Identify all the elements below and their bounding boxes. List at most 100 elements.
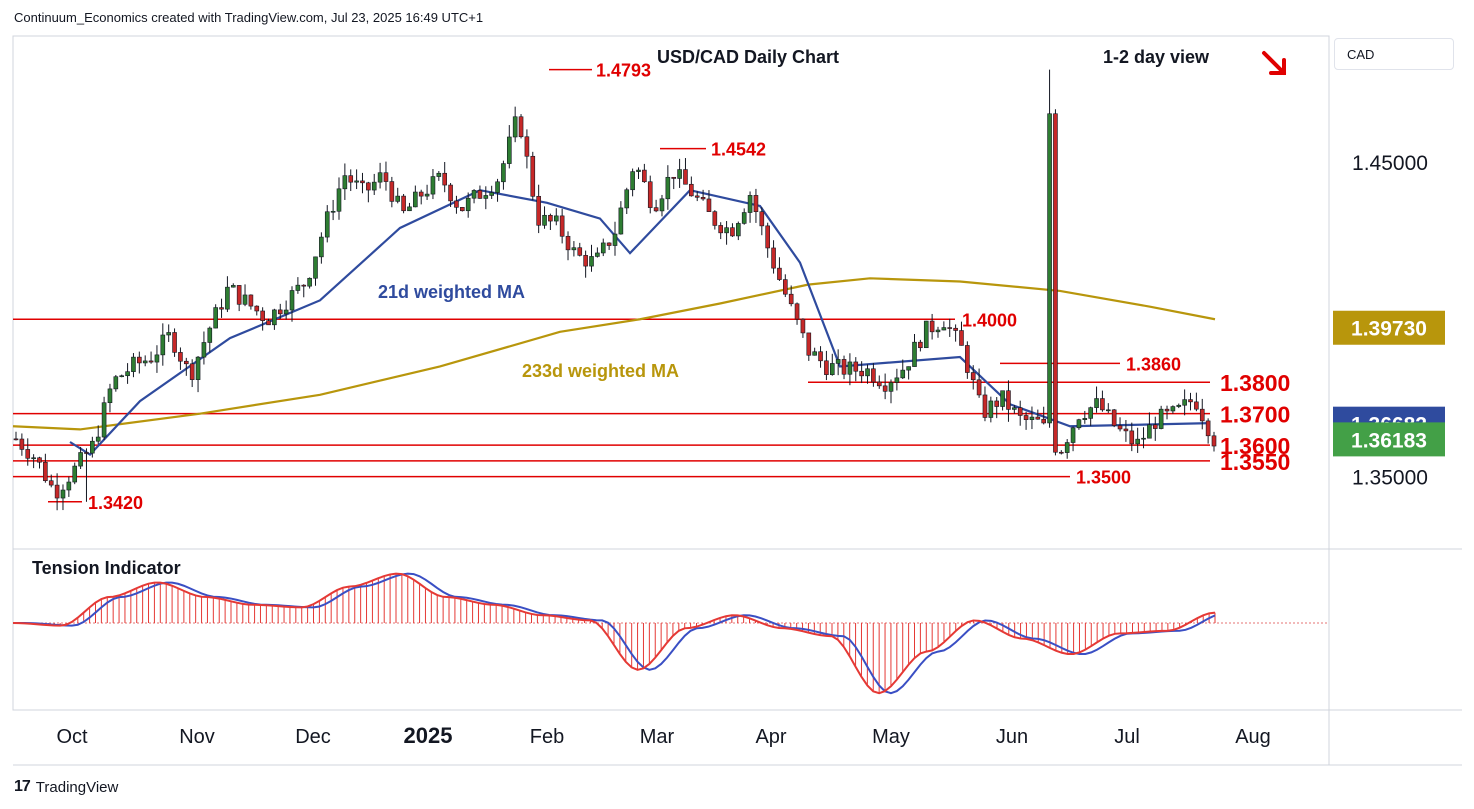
level-label: 1.3550: [1220, 449, 1290, 475]
candle-body: [918, 341, 923, 349]
annotation-label: 1.3860: [1126, 354, 1181, 374]
x-tick-label: Nov: [179, 726, 215, 748]
candle-body: [1017, 407, 1023, 416]
candle-body: [600, 242, 606, 254]
candle-body: [348, 175, 354, 183]
x-tick-label: Dec: [295, 726, 331, 748]
candle-body: [618, 207, 624, 235]
candle-body: [1088, 407, 1093, 419]
candle-body: [712, 211, 718, 226]
candle-body: [524, 136, 530, 157]
candle-body: [783, 279, 788, 295]
candle-body: [753, 195, 759, 213]
candle-body: [277, 309, 283, 315]
candle-body: [1205, 420, 1211, 437]
candle-body: [583, 255, 588, 267]
candle-body: [189, 363, 195, 380]
candle-body: [289, 290, 295, 311]
candle-body: [377, 172, 383, 183]
candle-body: [137, 356, 142, 364]
candle-body: [677, 169, 682, 179]
candle-body: [794, 303, 800, 320]
candle-body: [483, 195, 489, 199]
candle-body: [248, 294, 254, 307]
candle-body: [324, 211, 330, 238]
candle-body: [219, 307, 224, 310]
candle-body: [272, 309, 277, 326]
candle-body: [553, 215, 559, 222]
candle-body: [465, 197, 471, 212]
candle-body: [624, 189, 630, 209]
candle-body: [43, 461, 48, 482]
candle-body: [184, 360, 189, 365]
candle-body: [230, 285, 236, 288]
annotation-label: 1.4000: [962, 310, 1017, 330]
candle-body: [988, 400, 994, 418]
candle-body: [953, 327, 958, 331]
candle-body: [818, 351, 823, 362]
candle-body: [759, 211, 765, 227]
candle-body: [389, 181, 395, 202]
candle-body: [1053, 113, 1058, 453]
candle-body: [148, 360, 154, 363]
candle-body: [19, 438, 25, 450]
candle-body: [1082, 418, 1088, 420]
candle-body: [66, 481, 72, 491]
candle-body: [407, 206, 412, 212]
candle-body: [13, 438, 19, 441]
candle-body: [835, 359, 841, 364]
candle-body: [418, 191, 424, 197]
candle-body: [923, 320, 929, 349]
candle-body: [706, 198, 712, 212]
candle-body: [178, 352, 183, 362]
candle-body: [612, 233, 618, 246]
candle-body: [207, 327, 213, 343]
candle-body: [1211, 435, 1217, 447]
candle-body: [536, 195, 541, 226]
candle-body: [424, 193, 430, 197]
candle-body: [366, 182, 371, 191]
candle-body: [395, 195, 401, 202]
candle-body: [1059, 451, 1064, 454]
candle-body: [788, 293, 794, 305]
candle-body: [559, 215, 565, 237]
candle-body: [101, 402, 107, 438]
ma233-label: 233d weighted MA: [522, 361, 679, 381]
candle-body: [606, 242, 612, 246]
candle-body: [777, 267, 782, 280]
candle-body: [31, 457, 36, 460]
candle-body: [1123, 428, 1129, 432]
candle-body: [54, 484, 60, 499]
candle-body: [195, 356, 201, 380]
currency-selector[interactable]: CAD: [1334, 38, 1454, 70]
candle-body: [970, 372, 976, 381]
annotation-label: 1.4542: [711, 140, 766, 160]
candle-body: [78, 452, 83, 467]
candle-body: [806, 332, 812, 356]
candle-body: [401, 195, 406, 212]
candle-body: [653, 207, 659, 212]
x-tick-label: Apr: [755, 726, 786, 748]
candle-body: [131, 356, 136, 372]
candle-body: [142, 360, 148, 364]
candle-body: [565, 235, 571, 251]
candle-body: [765, 225, 770, 249]
candle-body: [371, 181, 377, 191]
tradingview-footer[interactable]: 17 TradingView: [14, 778, 118, 796]
candle-body: [201, 342, 207, 358]
x-tick-label: 2025: [404, 723, 453, 748]
candle-body: [595, 252, 600, 257]
candle-body: [976, 379, 982, 396]
candle-body: [225, 286, 230, 310]
candle-body: [548, 214, 553, 222]
candle-body: [319, 236, 324, 258]
arrow-down-right-icon: [1262, 51, 1286, 75]
candle-body: [330, 210, 336, 213]
x-tick-label: May: [872, 726, 910, 748]
y-tick-label: 1.45000: [1352, 152, 1428, 175]
candle-body: [1170, 406, 1176, 412]
candle-body: [518, 116, 524, 138]
annotation-label: 1.3500: [1076, 468, 1131, 488]
annotation-label: 1.4793: [596, 61, 651, 81]
candle-body: [718, 225, 724, 234]
